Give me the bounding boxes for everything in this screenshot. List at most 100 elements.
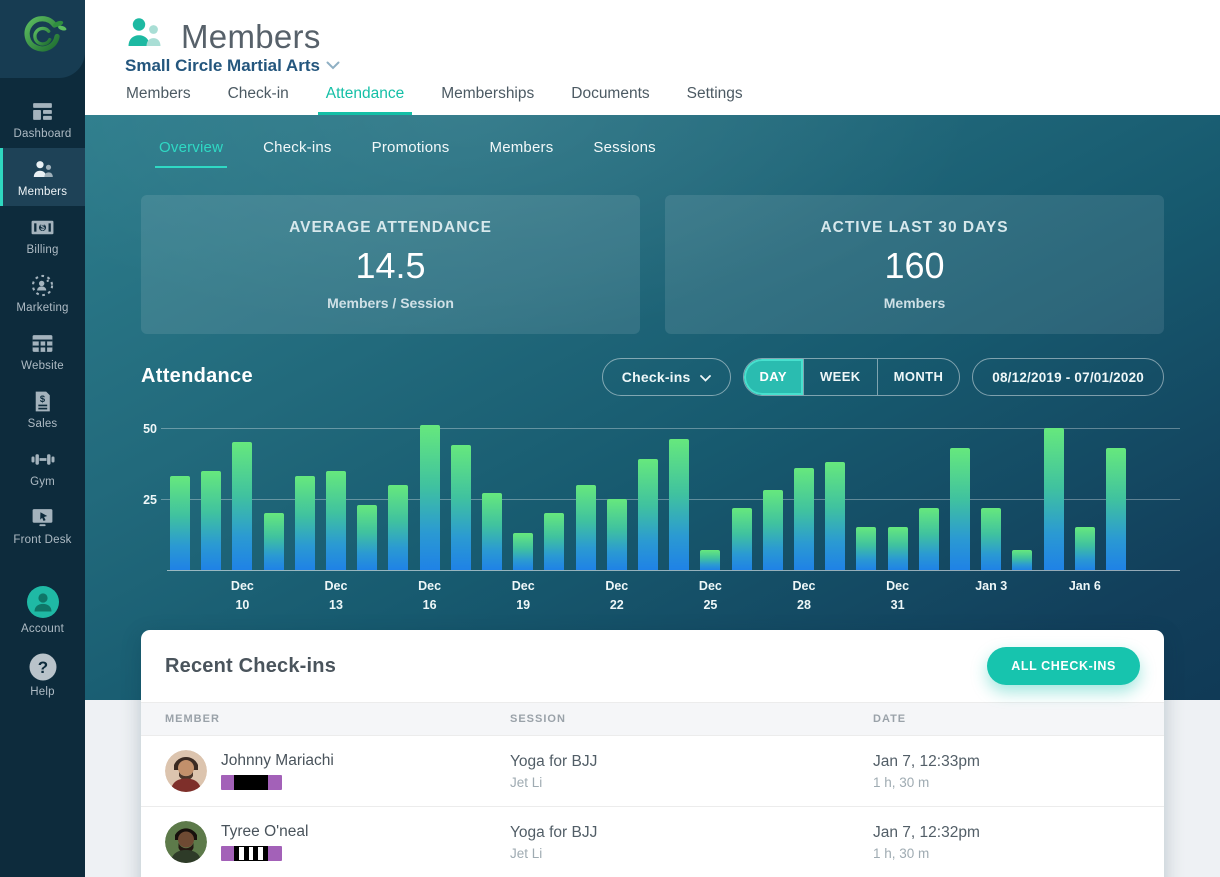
- bar-jan-6[interactable]: [1074, 527, 1095, 570]
- page-title: Members: [181, 17, 321, 55]
- bar-dec-15[interactable]: [388, 484, 409, 570]
- belt-rank-purple: [221, 775, 282, 790]
- bar-dec-18[interactable]: [482, 493, 502, 570]
- x-axis-label: Dec 13: [324, 579, 348, 613]
- brand-logo-icon: [18, 12, 68, 67]
- gym-icon: [30, 447, 56, 472]
- gridline-50: [161, 428, 1180, 429]
- checkin-datetime: Jan 7, 12:32pm: [873, 823, 980, 841]
- main-tab-bar: Members Check-in Attendance Memberships …: [118, 85, 772, 115]
- sidebar-item-label: Account: [21, 623, 64, 635]
- subtab-members[interactable]: Members: [489, 139, 554, 156]
- sidebar-item-sales[interactable]: $ Sales: [0, 380, 85, 438]
- sidebar-item-account[interactable]: Account: [0, 576, 85, 643]
- range-option-day[interactable]: DAY: [743, 359, 803, 395]
- bar-dec-29[interactable]: [825, 462, 846, 570]
- bar-jan-4[interactable]: [1012, 550, 1033, 570]
- date-range-picker[interactable]: 08/12/2019 - 07/01/2020: [972, 358, 1164, 396]
- sidebar-item-help[interactable]: ? Help: [0, 643, 85, 706]
- subtab-sessions[interactable]: Sessions: [593, 139, 656, 156]
- tab-documents[interactable]: Documents: [571, 85, 650, 102]
- sidebar-item-dashboard[interactable]: Dashboard: [0, 90, 85, 148]
- sidebar-item-billing[interactable]: $ Billing: [0, 206, 85, 264]
- session-instructor: Jet Li: [510, 845, 543, 861]
- checkin-row[interactable]: Tyree O'neal Yoga for BJJ Jet Li Jan 7, …: [141, 807, 1164, 877]
- sidebar: Dashboard Members: [0, 0, 85, 877]
- subtab-check-ins[interactable]: Check-ins: [263, 139, 332, 156]
- tab-check-in[interactable]: Check-in: [227, 85, 289, 102]
- session-instructor: Jet Li: [510, 774, 543, 790]
- bar-jan-3[interactable]: [981, 507, 1002, 570]
- bar-dec-17[interactable]: [450, 445, 471, 570]
- y-axis-tick-25: 25: [143, 493, 157, 507]
- belt-rank-purple-3-stripes: [221, 846, 282, 861]
- bar-dec-27[interactable]: [762, 490, 783, 570]
- dashboard-icon: [30, 99, 55, 124]
- bar-dec-24[interactable]: [669, 439, 690, 570]
- sidebar-item-label: Marketing: [16, 302, 69, 314]
- bar-dec-25[interactable]: [700, 550, 721, 570]
- bar-dec-21[interactable]: [575, 484, 596, 570]
- app-logo[interactable]: [0, 0, 85, 78]
- range-option-month[interactable]: MONTH: [876, 359, 960, 395]
- organization-selector[interactable]: Small Circle Martial Arts: [125, 56, 340, 76]
- bar-dec-30[interactable]: [856, 527, 877, 570]
- belt-stripe: [248, 847, 254, 860]
- bar-dec-23[interactable]: [638, 459, 658, 570]
- x-axis-label: Jan 3: [975, 579, 1008, 593]
- bar-dec-13[interactable]: [326, 470, 346, 570]
- bar-dec-14[interactable]: [357, 504, 378, 570]
- sidebar-item-front-desk[interactable]: Front Desk: [0, 496, 85, 554]
- x-axis-label: Dec 25: [698, 579, 722, 613]
- avatar: [165, 821, 207, 863]
- subtab-overview[interactable]: Overview: [155, 139, 228, 168]
- checkin-row[interactable]: Johnny Mariachi Yoga for BJJ Jet Li Jan …: [141, 736, 1164, 807]
- subtab-promotions[interactable]: Promotions: [371, 139, 450, 156]
- bar-dec-16[interactable]: [419, 425, 440, 570]
- range-option-week[interactable]: WEEK: [802, 359, 877, 395]
- metric-dropdown[interactable]: Check-ins: [601, 358, 731, 396]
- checkin-duration: 1 h, 30 m: [873, 774, 930, 790]
- tab-memberships[interactable]: Memberships: [441, 85, 535, 102]
- bar-dec-31[interactable]: [887, 527, 908, 570]
- sidebar-item-label: Help: [30, 686, 55, 698]
- bar-jan-2[interactable]: [950, 447, 970, 570]
- column-header-date: DATE: [873, 713, 907, 725]
- tab-attendance[interactable]: Attendance: [317, 85, 413, 115]
- bar-dec-22[interactable]: [606, 499, 627, 570]
- sidebar-nav: Dashboard Members: [0, 90, 85, 554]
- tab-settings[interactable]: Settings: [686, 85, 743, 102]
- bar-dec-28[interactable]: [794, 467, 814, 570]
- bar-dec-12[interactable]: [294, 476, 315, 570]
- attendance-overview-panel: [85, 115, 1220, 700]
- attendance-section-heading: Attendance: [141, 365, 253, 387]
- bar-jan-5[interactable]: [1043, 428, 1064, 570]
- x-axis-label: Jan 6: [1068, 579, 1101, 593]
- sidebar-item-website[interactable]: Website: [0, 322, 85, 380]
- bar-dec-20[interactable]: [544, 513, 565, 570]
- belt-stripe: [258, 847, 263, 860]
- stat-card-active-last-30-days: ACTIVE LAST 30 DAYS 160 Members: [665, 195, 1164, 334]
- bar-dec-8[interactable]: [170, 476, 190, 570]
- bar-jan-1[interactable]: [918, 507, 939, 570]
- tab-members[interactable]: Members: [126, 85, 191, 102]
- sidebar-item-gym[interactable]: Gym: [0, 438, 85, 496]
- bar-dec-19[interactable]: [513, 533, 534, 570]
- checkin-duration: 1 h, 30 m: [873, 845, 930, 861]
- x-axis-label: Dec 16: [418, 579, 442, 613]
- range-segmented-control: DAY WEEK MONTH: [742, 358, 961, 396]
- recent-checkins-card: Recent Check-ins ALL CHECK-INS MEMBER SE…: [141, 630, 1164, 877]
- all-checkins-button[interactable]: ALL CHECK-INS: [987, 647, 1140, 685]
- bar-dec-9[interactable]: [201, 470, 222, 570]
- sidebar-item-marketing[interactable]: Marketing: [0, 264, 85, 322]
- bar-jan-7[interactable]: [1106, 447, 1126, 570]
- table-header-row: MEMBER SESSION DATE: [141, 702, 1164, 736]
- front-desk-icon: [30, 505, 55, 530]
- bar-dec-26[interactable]: [731, 507, 752, 570]
- member-name: Johnny Mariachi: [221, 752, 334, 769]
- bar-dec-10[interactable]: [232, 442, 253, 570]
- x-axis-label: Dec 10: [230, 579, 254, 613]
- sidebar-item-members[interactable]: Members: [0, 148, 85, 206]
- bar-dec-11[interactable]: [263, 513, 284, 570]
